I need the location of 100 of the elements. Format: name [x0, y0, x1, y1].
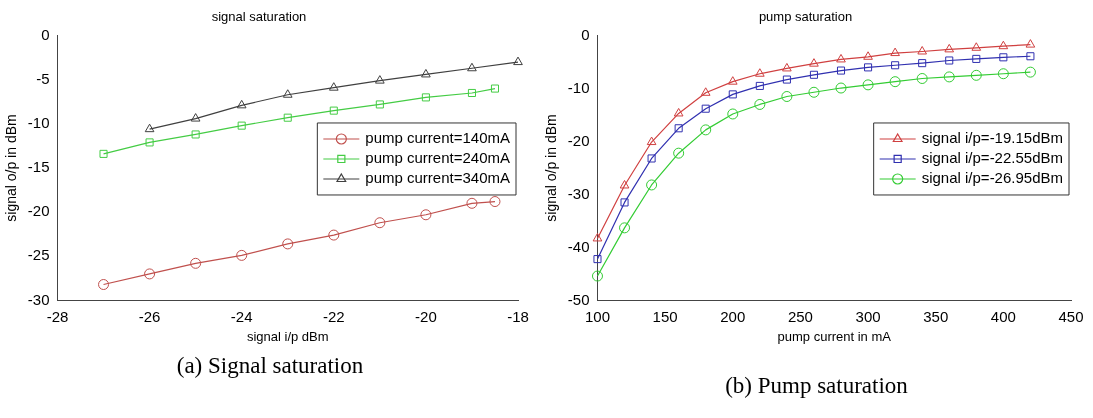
- chart-title: signal saturation: [211, 9, 307, 25]
- point: [421, 68, 431, 78]
- x-tick-label: -18: [507, 307, 529, 325]
- x-tick-label: 350: [923, 307, 949, 325]
- legend-label: signal i/p=-22.55dBm: [921, 149, 1064, 167]
- point: [890, 47, 900, 57]
- point: [647, 154, 656, 163]
- point: [591, 270, 603, 282]
- point: [997, 68, 1009, 80]
- point: [727, 76, 738, 85]
- x-tick-label: 450: [1058, 307, 1084, 325]
- point: [782, 75, 791, 84]
- y-tick-label: 0: [41, 25, 50, 43]
- x-tick-label: 100: [584, 307, 610, 325]
- text: (a) Signal saturation: [175, 353, 365, 379]
- y-tick-label: -5: [36, 69, 50, 87]
- legend-label: signal i/p=-26.95dBm: [921, 169, 1064, 187]
- point: [375, 75, 385, 84]
- point: [782, 62, 792, 72]
- point: [1025, 39, 1036, 48]
- point: [701, 104, 710, 113]
- point: [674, 124, 683, 133]
- text: (b) Pump saturation: [724, 373, 909, 399]
- y-tick-label: -20: [27, 202, 50, 220]
- point: [673, 107, 684, 117]
- point: [945, 56, 954, 65]
- point: [466, 197, 478, 209]
- y-tick-label: -40: [567, 237, 590, 255]
- x-axis-title: signal i/p dBm: [246, 328, 329, 344]
- x-tick-label: -28: [46, 307, 69, 325]
- point: [864, 63, 873, 72]
- point: [970, 69, 982, 81]
- legend-label: pump current=240mA: [365, 149, 511, 167]
- legend-label: signal i/p=-19.15dBm: [921, 129, 1064, 147]
- point: [328, 82, 339, 91]
- x-tick-label: 150: [652, 307, 678, 325]
- point: [329, 106, 338, 115]
- point: [998, 40, 1009, 50]
- x-tick-label: 200: [720, 307, 746, 325]
- y-axis-title: signal o/p in dBm: [543, 114, 560, 222]
- x-tick-label: -22: [322, 307, 345, 325]
- point: [999, 53, 1008, 62]
- x-axis-title: pump current in mA: [777, 328, 892, 344]
- point: [513, 56, 523, 66]
- point: [490, 84, 500, 93]
- point: [972, 54, 981, 63]
- y-tick-label: -10: [567, 78, 590, 96]
- point: [917, 45, 928, 55]
- point: [673, 147, 685, 159]
- point: [190, 113, 201, 122]
- point: [835, 82, 847, 94]
- point: [918, 59, 927, 68]
- point: [943, 71, 955, 83]
- point: [593, 255, 602, 264]
- x-tick-label: -24: [230, 307, 253, 325]
- y-axis-title: signal o/p in dBm: [3, 114, 20, 222]
- point: [144, 268, 156, 280]
- point: [862, 79, 874, 91]
- point: [237, 121, 246, 130]
- point: [375, 100, 384, 109]
- point: [646, 179, 658, 191]
- point: [944, 43, 955, 53]
- point: [891, 61, 900, 70]
- x-tick-label: 300: [855, 307, 881, 325]
- y-tick-label: -15: [27, 158, 50, 176]
- point: [728, 90, 737, 99]
- x-tick-label: 250: [787, 307, 813, 325]
- point: [190, 257, 202, 269]
- point: [755, 81, 764, 90]
- legend-label: pump current=140mA: [365, 129, 511, 147]
- point: [836, 53, 846, 63]
- point: [144, 123, 155, 133]
- point: [700, 124, 712, 136]
- y-tick-label: -30: [567, 184, 590, 202]
- point: [489, 196, 501, 208]
- point: [420, 209, 432, 221]
- x-tick-label: -26: [138, 307, 161, 325]
- x-tick-label: -20: [415, 307, 437, 325]
- y-tick-label: -20: [567, 131, 590, 149]
- point: [282, 89, 293, 98]
- y-tick-label: -30: [27, 290, 50, 308]
- y-tick-label: -50: [567, 290, 590, 308]
- point: [916, 73, 928, 84]
- point: [727, 108, 739, 120]
- point: [620, 198, 629, 207]
- point: [145, 138, 154, 147]
- point: [836, 66, 846, 75]
- point: [236, 99, 247, 109]
- point: [421, 93, 430, 102]
- x-tick-label: 400: [990, 307, 1016, 325]
- point: [99, 149, 108, 158]
- y-tick-label: -10: [27, 114, 50, 132]
- point: [809, 70, 818, 79]
- point: [700, 87, 711, 96]
- legend-label: pump current=340mA: [365, 169, 511, 187]
- point: [467, 62, 477, 72]
- point: [374, 217, 386, 229]
- point: [592, 232, 603, 242]
- y-tick-label: 0: [581, 25, 590, 43]
- point: [781, 91, 793, 102]
